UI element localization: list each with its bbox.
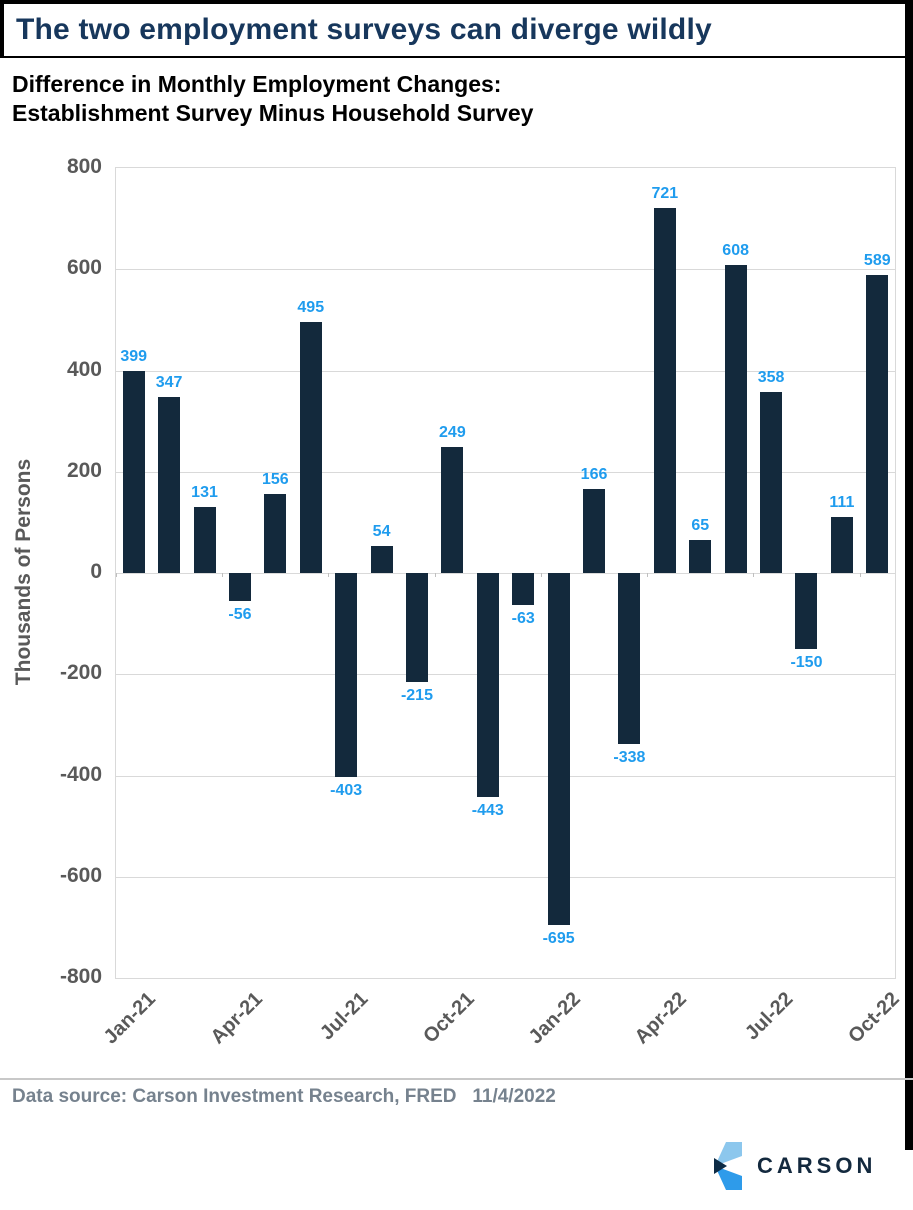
bar-value-label-Oct-21: 249 (439, 423, 466, 441)
chart-subtitle-line1: Difference in Monthly Employment Changes… (12, 71, 502, 97)
bar-value-label-Dec-21: -63 (511, 609, 535, 627)
bar-value-label-Jul-22: 358 (757, 368, 785, 386)
bar-value-label-Apr-21: -56 (228, 606, 252, 624)
x-tick-label-Oct-21: Oct-21 (419, 988, 479, 1048)
page-title: The two employment surveys can diverge w… (16, 13, 712, 46)
bar-value-label-Feb-22: 166 (580, 465, 608, 483)
y-tick-label--600: -600 (59, 863, 102, 887)
zero-axis-tick (753, 573, 755, 577)
x-tick-label-Apr-22: Apr-22 (631, 988, 692, 1049)
bar-value-label-Apr-22: 721 (651, 184, 679, 202)
bar-value-label-Aug-21: 54 (372, 522, 391, 540)
bar-Jun-22 (724, 265, 747, 573)
bar-value-label-Oct-22: 589 (863, 251, 891, 269)
carson-logo-icon (714, 1142, 742, 1190)
bar-Aug-22 (795, 573, 818, 649)
x-tick-label-Oct-22: Oct-22 (844, 988, 904, 1048)
gridline--400 (116, 775, 895, 777)
gridline-200 (116, 471, 895, 473)
plot-area: 399 347 131 -56 156 495 -403 54 -215 249 -443 -63 -6… (115, 167, 896, 979)
bar-Oct-21 (441, 446, 464, 573)
carson-logo-text: CARSON (757, 1153, 877, 1178)
bar-Apr-22 (653, 207, 676, 573)
bar-value-label-May-21: 156 (261, 471, 289, 489)
x-tick-label-Apr-21: Apr-21 (206, 988, 267, 1049)
bar-value-label-Aug-22: -150 (790, 653, 823, 671)
bar-Jul-22 (760, 391, 783, 573)
gridline-0 (116, 573, 895, 574)
bar-value-label-Sep-22: 111 (829, 493, 855, 511)
bar-Sep-22 (830, 516, 853, 573)
y-tick-label-0: 0 (90, 560, 102, 583)
bar-Mar-21 (193, 506, 216, 573)
y-tick-label--400: -400 (59, 762, 102, 786)
bar-Apr-21 (228, 573, 251, 602)
gridline--600 (116, 876, 895, 878)
bar-value-label-Nov-21: -443 (471, 802, 504, 820)
y-tick-label--800: -800 (59, 965, 102, 988)
y-tick-label-400: 400 (66, 357, 102, 381)
bar-Mar-22 (618, 573, 641, 745)
zero-axis-tick (116, 573, 117, 577)
y-tick-label-800: 800 (66, 155, 102, 178)
chart-subtitle-line2: Establishment Survey Minus Household Sur… (12, 100, 534, 126)
bar-value-label-Mar-22: -338 (613, 749, 646, 767)
x-tick-label-Jan-21: Jan-21 (99, 988, 161, 1049)
y-tick-label--200: -200 (59, 661, 102, 685)
title-bar: The two employment surveys can diverge w… (0, 0, 913, 58)
footer-divider (0, 1078, 913, 1080)
zero-axis-tick (328, 573, 330, 577)
chart-subtitle: Difference in Monthly Employment Changes… (12, 70, 533, 128)
y-tick-label-200: 200 (66, 458, 102, 482)
bar-value-label-Mar-21: 131 (191, 483, 218, 501)
gridline--200 (116, 674, 895, 676)
bar-value-label-Sep-21: -215 (400, 686, 433, 704)
bar-Sep-21 (405, 573, 428, 682)
x-tick-label-Jul-22: Jul-22 (741, 988, 798, 1045)
zero-axis-tick (859, 573, 861, 577)
bar-value-label-Jan-22: -695 (542, 929, 575, 947)
bar-Aug-21 (370, 545, 393, 573)
bar-value-label-May-22: 65 (691, 517, 710, 535)
y-tick-label-600: 600 (66, 256, 102, 280)
bar-Oct-22 (866, 274, 889, 573)
zero-axis-tick (222, 573, 224, 577)
zero-axis-tick (647, 573, 649, 577)
x-tick-label-Jan-22: Jan-22 (524, 988, 586, 1049)
bar-value-label-Jun-21: 495 (297, 299, 325, 317)
bar-Jan-22 (547, 573, 570, 925)
bar-value-label-Jan-21: 399 (120, 348, 148, 365)
carson-logo: CARSON (714, 1140, 876, 1192)
bar-May-22 (689, 540, 712, 573)
bar-value-label-Jun-22: 608 (722, 242, 750, 260)
zero-axis-tick (540, 573, 542, 577)
bar-value-label-Feb-21: 347 (155, 374, 183, 392)
data-source-text: Data source: Carson Investment Research,… (12, 1086, 556, 1107)
bar-May-21 (264, 494, 287, 573)
bar-Feb-22 (583, 488, 606, 573)
right-edge-border (905, 58, 913, 1150)
bar-Jan-21 (122, 371, 145, 573)
gridline-600 (116, 269, 895, 271)
bar-Dec-21 (512, 573, 535, 605)
bar-Jun-21 (299, 322, 322, 573)
bar-Jul-21 (335, 573, 358, 778)
bar-Feb-21 (158, 397, 181, 573)
bar-value-label-Jul-21: -403 (330, 782, 363, 800)
gridline-400 (116, 370, 895, 372)
bar-Nov-21 (476, 573, 499, 798)
zero-axis-tick (434, 573, 436, 577)
x-tick-label-Jul-21: Jul-21 (316, 988, 373, 1045)
